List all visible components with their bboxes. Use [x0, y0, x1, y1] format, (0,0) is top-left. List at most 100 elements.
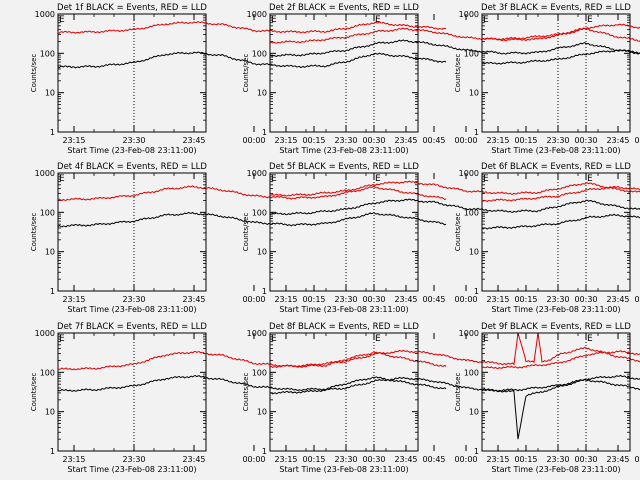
- x-tick-label: 00:15: [302, 295, 325, 304]
- series-line-lld: [57, 21, 447, 34]
- x-axis-label: Start Time (23-Feb-08 23:11:00): [67, 305, 196, 314]
- y-tick-label: 1: [474, 287, 479, 296]
- plot-frame: [481, 172, 631, 292]
- y-axis-label: Counts/sec: [242, 213, 250, 252]
- chart-panel-1: Det 1f BLACK = Events, RED = LLD11010010…: [30, 3, 447, 155]
- x-tick-label: 23:15: [274, 455, 297, 464]
- plot-frame: [481, 13, 631, 133]
- chart-title: Det 9f BLACK = Events, RED = LLD: [481, 322, 631, 332]
- series-line-lld: [269, 332, 640, 369]
- y-tick-label: 100: [464, 208, 479, 217]
- y-tick-label: 100: [40, 208, 55, 217]
- series-line-events: [269, 39, 640, 57]
- y-tick-label: 100: [40, 49, 55, 58]
- y-tick-label: 100: [252, 49, 267, 58]
- y-tick-label: 1: [50, 287, 55, 296]
- x-tick-label: 23:30: [334, 295, 357, 304]
- series-line-lld: [269, 180, 640, 197]
- x-tick-label: 00:30: [574, 136, 597, 145]
- corner-letter: E: [587, 334, 593, 344]
- x-tick-label: 00:00: [242, 295, 265, 304]
- y-axis-label: Counts/sec: [30, 213, 38, 252]
- y-tick-label: 10: [469, 248, 479, 257]
- x-tick-label: 23:45: [182, 295, 205, 304]
- corner-letter: E: [59, 174, 65, 184]
- y-tick-label: 1: [474, 447, 479, 456]
- y-tick-label: 100: [252, 368, 267, 377]
- x-tick-label: 23:45: [394, 295, 417, 304]
- chart-title: Det 7f BLACK = Events, RED = LLD: [57, 322, 207, 332]
- x-tick-label: 00:15: [302, 136, 325, 145]
- series-line-lld: [481, 23, 640, 41]
- y-tick-label: 1: [50, 447, 55, 456]
- y-tick-label: 1000: [459, 169, 479, 178]
- x-tick-label: 00:00: [454, 136, 477, 145]
- corner-letter: E: [59, 15, 65, 25]
- chart-title: Det 4f BLACK = Events, RED = LLD: [57, 162, 207, 172]
- y-axis-label: Counts/sec: [454, 213, 462, 252]
- chart-title: Det 8f BLACK = Events, RED = LLD: [269, 322, 419, 332]
- x-tick-label: 23:30: [334, 136, 357, 145]
- corner-letter: E: [483, 174, 489, 184]
- x-tick-label: 23:45: [394, 455, 417, 464]
- y-tick-label: 10: [257, 248, 267, 257]
- x-tick-label: 23:30: [546, 455, 569, 464]
- x-tick-label: 00:15: [514, 295, 537, 304]
- chart-panel-9: Det 9f BLACK = Events, RED = LLD 1 10 100 10…: [454, 322, 640, 474]
- x-axis-label: Start Time (23-Feb-08 23:11:00): [491, 146, 620, 155]
- x-tick-label: 00:45: [422, 455, 445, 464]
- y-axis-label: Counts/sec: [454, 54, 462, 93]
- x-tick-label: 23:15: [274, 295, 297, 304]
- x-axis-label: Start Time (23-Feb-08 23:11:00): [67, 146, 196, 155]
- x-axis-label: Start Time (23-Feb-08 23:11:00): [491, 305, 620, 314]
- y-tick-label: 1: [474, 128, 479, 137]
- x-tick-label: 23:45: [606, 455, 629, 464]
- y-tick-label: 1000: [35, 169, 55, 178]
- x-tick-label: 23:15: [486, 455, 509, 464]
- x-tick-label: 23:45: [606, 136, 629, 145]
- y-tick-label: 100: [464, 368, 479, 377]
- y-tick-label: 1000: [247, 329, 267, 338]
- corner-letter: E: [375, 174, 381, 184]
- y-tick-label: 100: [464, 49, 479, 58]
- chart-panel-6: Det 6f BLACK = Events, RED = LLD 1 10 100 10…: [454, 162, 640, 314]
- plot-frame: [57, 172, 207, 292]
- x-tick-label: 00:45: [634, 136, 640, 145]
- y-tick-label: 1: [262, 287, 267, 296]
- x-tick-label: 00:30: [362, 455, 385, 464]
- y-axis-label: Counts/sec: [242, 54, 250, 93]
- y-tick-label: 1000: [459, 10, 479, 19]
- y-tick-label: 1000: [35, 329, 55, 338]
- y-tick-label: 1: [262, 128, 267, 137]
- series-line-events: [269, 198, 640, 216]
- x-tick-label: 00:00: [242, 455, 265, 464]
- y-tick-label: 100: [40, 368, 55, 377]
- x-tick-label: 23:30: [334, 455, 357, 464]
- corner-letter: E: [271, 334, 277, 344]
- plot-frame: [269, 332, 419, 452]
- corner-letter: E: [587, 174, 593, 184]
- x-tick-label: 23:30: [546, 295, 569, 304]
- chart-panel-4: Det 4f BLACK = Events, RED = LLD11010010…: [30, 162, 447, 314]
- x-tick-label: 23:15: [62, 455, 85, 464]
- x-tick-label: 00:00: [454, 295, 477, 304]
- corner-letter: E: [483, 15, 489, 25]
- corner-letter: E: [375, 334, 381, 344]
- series-line-lld: [57, 350, 447, 371]
- x-tick-label: 00:30: [574, 295, 597, 304]
- y-tick-label: 1: [50, 128, 55, 137]
- plot-frame: [57, 13, 207, 133]
- x-tick-label: 00:00: [242, 136, 265, 145]
- y-tick-label: 10: [45, 89, 55, 98]
- x-tick-label: 00:45: [634, 455, 640, 464]
- x-axis-label: Start Time (23-Feb-08 23:11:00): [67, 465, 196, 474]
- y-tick-label: 10: [257, 408, 267, 417]
- y-tick-label: 10: [45, 408, 55, 417]
- series-line-lld: [269, 27, 640, 44]
- plot-frame: [269, 172, 419, 292]
- x-tick-label: 00:45: [634, 295, 640, 304]
- plot-frame: [269, 13, 419, 133]
- y-tick-label: 10: [469, 89, 479, 98]
- x-axis-label: Start Time (23-Feb-08 23:11:00): [279, 465, 408, 474]
- x-tick-label: 00:00: [454, 455, 477, 464]
